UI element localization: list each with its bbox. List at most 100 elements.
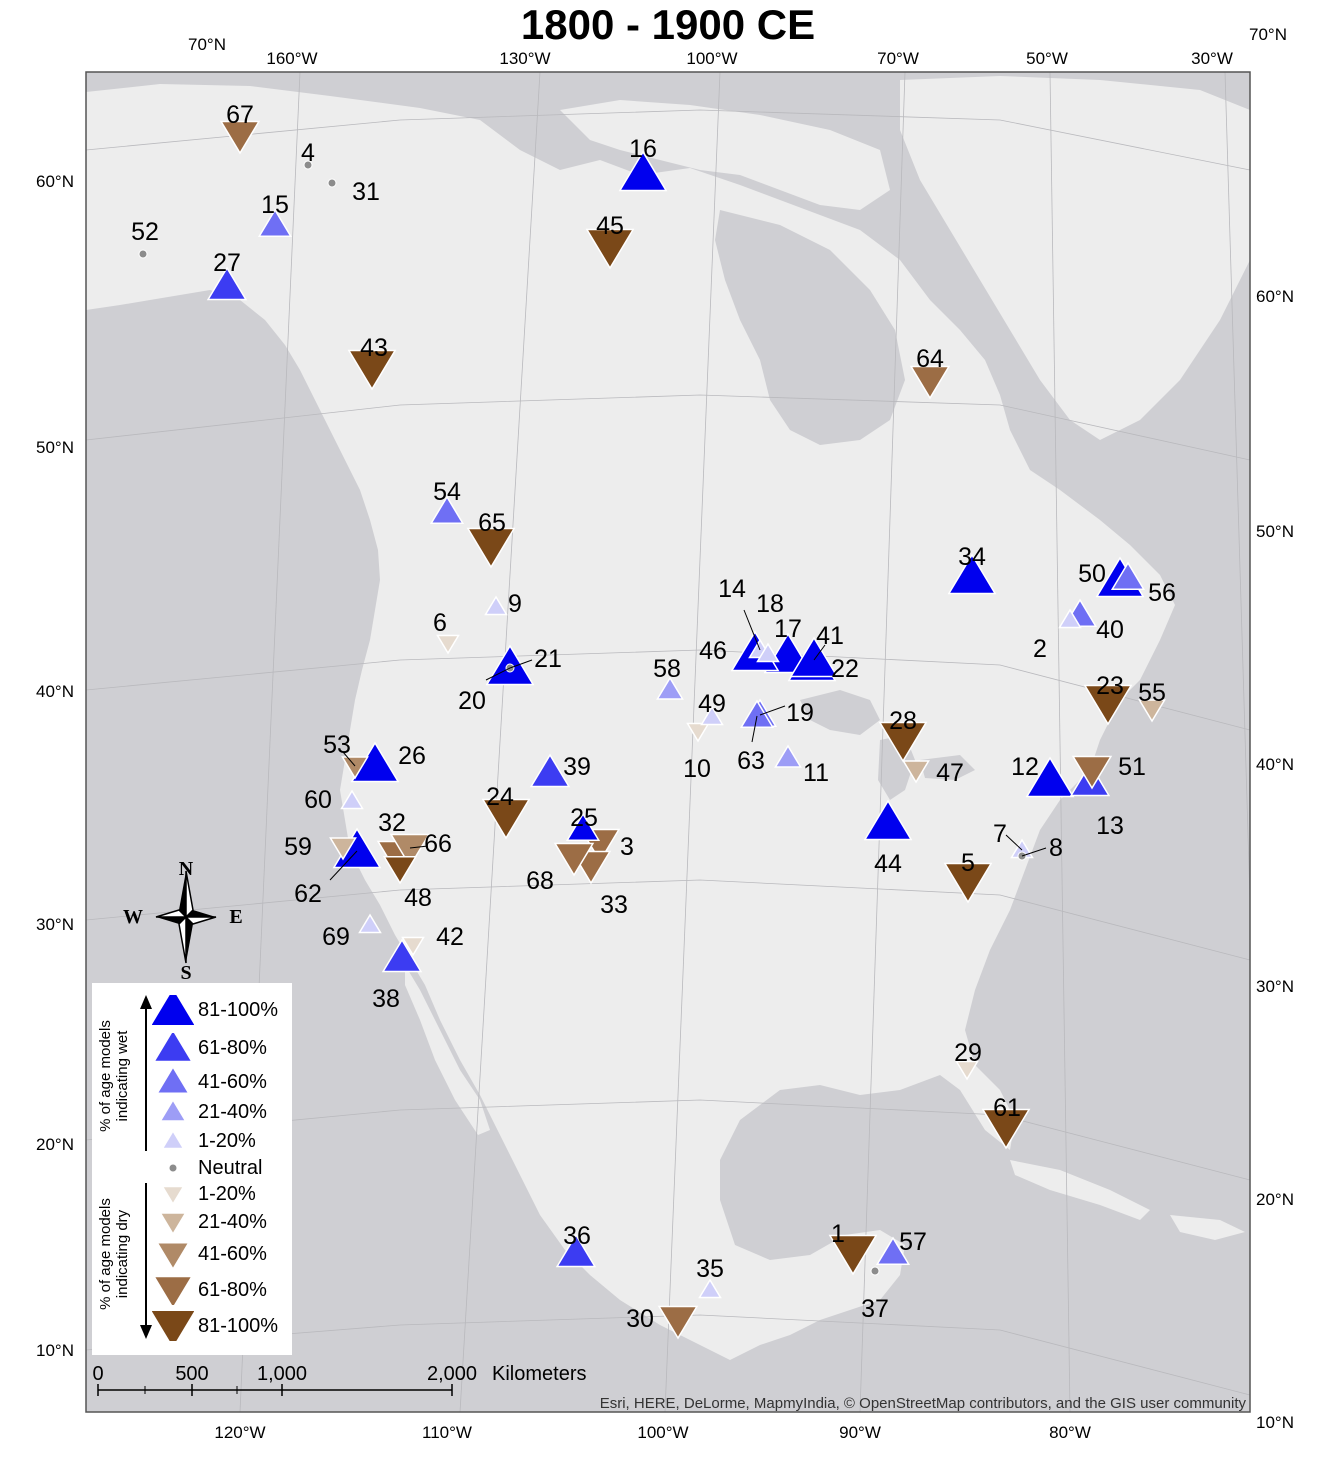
dry-triangle-icon: [159, 1212, 187, 1236]
legend-item: 21-40%: [152, 1097, 267, 1127]
site-34[interactable]: [947, 553, 997, 595]
site-label: 42: [436, 923, 464, 951]
site-label: 59: [284, 833, 312, 861]
site-23[interactable]: [1083, 684, 1133, 726]
site-30[interactable]: [657, 1305, 699, 1340]
site-49[interactable]: [700, 705, 724, 726]
site-label: 1: [831, 1220, 845, 1248]
site-47[interactable]: [902, 760, 930, 784]
site-label: 69: [322, 923, 350, 951]
site-67[interactable]: [219, 120, 261, 155]
site-55[interactable]: [1138, 699, 1166, 723]
wet-triangle-icon: [555, 1233, 597, 1268]
site-52[interactable]: [138, 249, 148, 259]
wet-triangle-icon: [429, 495, 465, 524]
site-29[interactable]: [955, 1060, 979, 1081]
site-5[interactable]: [943, 862, 993, 904]
site-label: 20: [458, 687, 486, 715]
top-corner-lat-right: 70°N: [1249, 25, 1287, 44]
dry-triangle-icon: [585, 228, 635, 270]
site-label: 68: [526, 867, 554, 895]
site-10[interactable]: [686, 722, 710, 743]
site-59[interactable]: [329, 837, 357, 861]
site-1[interactable]: [828, 1234, 878, 1276]
site-64[interactable]: [909, 365, 951, 400]
site-61[interactable]: [981, 1108, 1031, 1150]
compass-n: N: [179, 858, 194, 880]
legend-item-label: Neutral: [198, 1156, 263, 1179]
site-53[interactable]: [341, 756, 369, 780]
site-label: 47: [936, 759, 964, 787]
site-37[interactable]: [870, 1266, 880, 1276]
dry-triangle-icon: [152, 1275, 194, 1305]
dry-triangle-icon: [902, 760, 930, 784]
site-25[interactable]: [565, 812, 601, 841]
dry-triangle-icon: [341, 756, 369, 780]
site-27[interactable]: [206, 266, 248, 301]
site-36[interactable]: [555, 1233, 597, 1268]
site-41[interactable]: [789, 636, 839, 678]
site-35[interactable]: [698, 1278, 722, 1299]
site-38[interactable]: [381, 938, 423, 973]
site-9[interactable]: [484, 595, 508, 616]
wet-triangle-icon: [1025, 756, 1075, 798]
site-69[interactable]: [358, 913, 382, 934]
site-31[interactable]: [327, 178, 337, 188]
site-label: 22: [831, 655, 859, 683]
site-65[interactable]: [466, 527, 516, 569]
label-leader-line: [485, 667, 511, 681]
site-18[interactable]: [756, 642, 780, 663]
site-label: 2: [1033, 635, 1047, 663]
site-label: 30: [626, 1305, 654, 1333]
graticule-lines: [86, 72, 1250, 1412]
site-label: 45: [596, 212, 624, 240]
site-16[interactable]: [618, 150, 668, 192]
site-28[interactable]: [878, 721, 928, 763]
north-arrow-icon: N S W E: [123, 858, 243, 984]
site-6[interactable]: [436, 634, 460, 655]
site-24[interactable]: [481, 798, 531, 840]
label-leader-line: [342, 751, 356, 767]
site-2[interactable]: [1058, 608, 1082, 629]
site-43[interactable]: [347, 349, 397, 391]
legend-wet-axis-label: % of age models indicating wet: [97, 1020, 131, 1132]
site-58[interactable]: [656, 676, 684, 700]
site-15[interactable]: [257, 208, 293, 237]
meridian-line: [1049, 72, 1071, 1412]
dry-triangle-icon: [657, 1305, 699, 1340]
left-lat-label: 30°N: [36, 915, 74, 934]
site-42[interactable]: [401, 936, 425, 957]
site-57[interactable]: [875, 1236, 911, 1265]
left-lat-label: 60°N: [36, 172, 74, 191]
graticule-labels: 160°W 130°W 100°W 70°W 50°W 30°W 70°N 70°N 120°W…: [36, 25, 1294, 1442]
site-60[interactable]: [340, 789, 364, 810]
site-51[interactable]: [1071, 755, 1113, 790]
site-label: 26: [398, 742, 426, 770]
site-39[interactable]: [529, 753, 571, 788]
legend-item-label: 61-80%: [198, 1036, 267, 1059]
site-54[interactable]: [429, 495, 465, 524]
dry-triangle-icon: [878, 721, 928, 763]
left-lat-label: 10°N: [36, 1341, 74, 1360]
label-leader-line: [813, 644, 826, 661]
neutral-dot-icon: [168, 1163, 178, 1173]
site-45[interactable]: [585, 228, 635, 270]
site-label: 27: [213, 249, 241, 277]
site-11[interactable]: [774, 744, 802, 768]
site-66[interactable]: [389, 833, 431, 868]
site-68[interactable]: [553, 842, 595, 877]
legend-item-label: 81-100%: [198, 998, 279, 1021]
site-12[interactable]: [1025, 756, 1075, 798]
site-48[interactable]: [382, 856, 418, 885]
dry-triangle-icon: [1138, 699, 1166, 723]
site-56[interactable]: [1110, 561, 1146, 590]
wet-triangle-icon: [529, 753, 571, 788]
dry-triangle-icon: [981, 1108, 1031, 1150]
site-4[interactable]: [303, 160, 313, 170]
site-44[interactable]: [863, 799, 913, 841]
dry-triangle-icon: [389, 833, 431, 868]
site-label: 13: [1096, 812, 1124, 840]
site-63[interactable]: [739, 699, 775, 728]
site-label: 8: [1049, 834, 1063, 862]
